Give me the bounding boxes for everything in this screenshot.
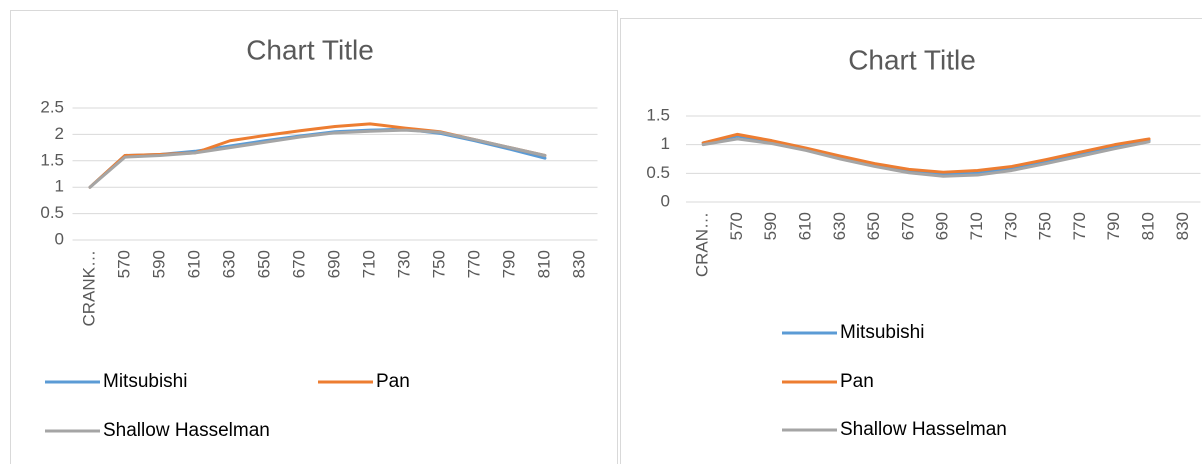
x-tick-label: 610 [796, 212, 815, 240]
x-tick-label: 810 [534, 250, 553, 278]
y-tick-label: 1.5 [40, 150, 64, 169]
x-tick-label: CRAN… [693, 212, 712, 277]
x-tick-label: 670 [898, 212, 917, 240]
series-line [701, 132, 1151, 174]
x-tick-label: 610 [184, 250, 203, 278]
y-tick-label: 1 [661, 134, 670, 153]
x-tick-label: 590 [761, 212, 780, 240]
y-tick-label: 2.5 [40, 97, 64, 116]
x-tick-label: 790 [499, 250, 518, 278]
x-tick-label: 570 [114, 250, 133, 278]
y-tick-label: 2 [55, 124, 64, 143]
legend-label: Shallow Hasselman [840, 419, 1007, 440]
x-tick-label: 710 [967, 212, 986, 240]
y-tick-label: 0 [55, 229, 64, 248]
x-tick-label: 590 [149, 250, 168, 278]
x-tick-label: 770 [1070, 212, 1089, 240]
y-tick-label: 1 [55, 177, 64, 196]
x-tick-label: 830 [569, 250, 588, 278]
y-tick-label: 0.5 [646, 163, 670, 182]
legend-label: Mitsubishi [103, 371, 187, 392]
x-tick-label: 730 [394, 250, 413, 278]
x-tick-label: 710 [359, 250, 378, 278]
legend-label: Pan [840, 371, 874, 392]
x-tick-label: 670 [289, 250, 308, 278]
chart-frame [10, 10, 618, 464]
legend-label: Pan [376, 371, 410, 392]
series-line [88, 128, 547, 189]
x-tick-label: 750 [1036, 212, 1055, 240]
legend-label: Shallow Hasselman [103, 420, 270, 441]
x-tick-label: 830 [1173, 212, 1192, 240]
y-tick-label: 1.5 [646, 105, 670, 124]
y-tick-label: 0.5 [40, 203, 64, 222]
series-line [701, 137, 1151, 178]
x-tick-label: 750 [429, 250, 448, 278]
x-tick-label: 810 [1139, 212, 1158, 240]
x-tick-label: 650 [254, 250, 273, 278]
legend-label: Mitsubishi [840, 322, 924, 343]
x-tick-label: 650 [864, 212, 883, 240]
x-tick-label: 690 [324, 250, 343, 278]
chart-title: Chart Title [246, 34, 374, 65]
y-tick-label: 0 [661, 191, 670, 210]
x-tick-label: 630 [219, 250, 238, 278]
x-tick-label: 570 [727, 212, 746, 240]
x-tick-label: 730 [1001, 212, 1020, 240]
x-tick-label: 790 [1104, 212, 1123, 240]
chart-title: Chart Title [848, 44, 976, 75]
chart-frame [620, 18, 1202, 464]
x-tick-label: 770 [464, 250, 483, 278]
x-tick-label: 690 [933, 212, 952, 240]
x-tick-label: 630 [830, 212, 849, 240]
x-tick-label: CRANK… [79, 250, 98, 327]
